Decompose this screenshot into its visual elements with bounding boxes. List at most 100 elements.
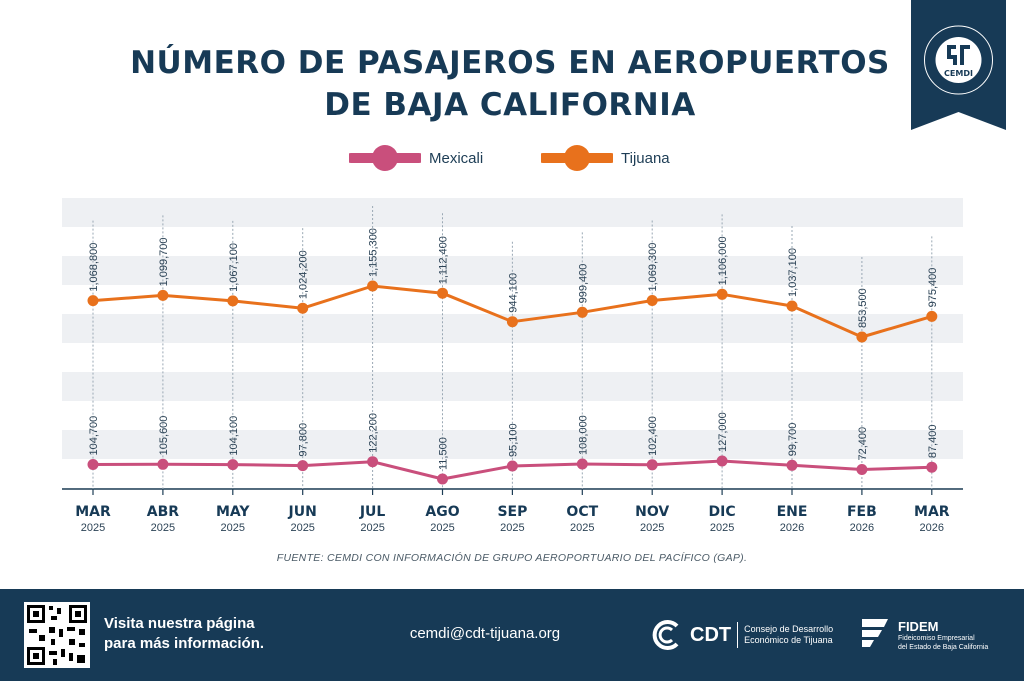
cdt-desc-line-1: Consejo de Desarrollo (744, 624, 834, 634)
data-point-tijuana (856, 331, 868, 343)
legend-swatch-mexicali (349, 145, 421, 171)
legend-item-mexicali: Mexicali (349, 143, 483, 173)
data-label-tijuana: 1,099,700 (158, 237, 170, 286)
fidem-desc-line-2: del Estado de Baja California (898, 643, 989, 651)
data-label-tijuana: 1,068,800 (88, 243, 100, 292)
x-tick-label-year: 2025 (151, 522, 175, 534)
data-point-mexicali (157, 458, 169, 470)
line-chart: 104,700 105,600 104,100 97,800 122,200 11,500… (62, 198, 963, 534)
x-tick-label-year: 2026 (850, 522, 874, 534)
fidem-logo-text: FIDEM Fideicomiso Empresarial del Estado… (898, 619, 1018, 652)
x-tick-label-year: 2026 (780, 522, 804, 534)
data-label-tijuana: 999,400 (577, 264, 589, 304)
x-tick-label-year: 2025 (430, 522, 454, 534)
data-point-tijuana (157, 289, 169, 301)
contact-email-link[interactable]: cemdi@cdt-tijuana.org (409, 625, 561, 642)
fidem-desc-line-1: Fideicomiso Empresarial (898, 634, 975, 642)
legend-label-mexicali: Mexicali (429, 149, 484, 167)
cdt-divider (737, 622, 739, 648)
cdt-desc-line-2: Económico de Tijuana (744, 635, 833, 645)
x-tick-label-year: 2025 (221, 522, 245, 534)
x-tick-label-month: NOV (635, 504, 669, 520)
fidem-logo: FIDEM Fideicomiso Empresarial del Estado… (858, 615, 1018, 655)
data-point-mexicali (786, 459, 798, 471)
data-point-mexicali (437, 473, 448, 485)
data-label-tijuana: 1,037,100 (787, 248, 799, 297)
chart-title-line-2: DE BAJA CALIFORNIA (324, 87, 696, 123)
data-label-tijuana: 1,069,300 (647, 243, 659, 292)
x-tick-label-month: JUN (288, 504, 317, 520)
data-label-mexicali: 87,400 (927, 425, 939, 459)
data-point-tijuana (716, 288, 728, 300)
visit-line-2: para más información. (104, 635, 265, 652)
data-point-mexicali (716, 455, 728, 467)
legend-swatch-tijuana (541, 145, 613, 171)
cdt-logo: CDT Consejo de Desarrollo Económico de T… (650, 617, 849, 653)
visit-message: Visita nuestra página para más informaci… (104, 614, 334, 654)
data-label-mexicali: 108,000 (577, 415, 589, 455)
data-point-mexicali (87, 459, 99, 470)
x-tick-label-month: JUL (359, 504, 386, 520)
data-label-mexicali: 72,400 (857, 427, 869, 461)
cdt-logo-name: CDT (690, 623, 732, 646)
x-tick-label-month: ABR (147, 504, 180, 520)
x-tick-label-year: 2026 (920, 522, 944, 534)
qr-code-icon[interactable] (24, 602, 90, 668)
x-tick-label-month: FEB (847, 504, 877, 520)
x-tick-label-month: SEP (497, 504, 527, 520)
data-label-tijuana: 1,024,200 (298, 250, 310, 299)
data-point-tijuana (786, 300, 798, 312)
data-point-mexicali (227, 459, 239, 471)
data-point-mexicali (297, 460, 309, 472)
x-tick-label-year: 2025 (360, 522, 384, 534)
data-point-tijuana (646, 295, 658, 306)
data-label-tijuana: 853,500 (857, 288, 869, 328)
footer-bar: Visita nuestra página para más informaci… (0, 589, 1024, 681)
data-point-mexicali (646, 459, 658, 471)
data-label-mexicali: 127,000 (717, 412, 729, 452)
data-label-mexicali: 102,400 (647, 416, 659, 456)
x-tick-label-year: 2025 (640, 522, 664, 534)
cemdi-logo-ribbon: CEMDI (911, 0, 1006, 130)
data-point-tijuana (576, 306, 588, 318)
data-label-mexicali: 97,800 (298, 423, 310, 457)
data-point-tijuana (227, 295, 239, 307)
x-tick-label-month: DIC (709, 504, 736, 520)
data-label-tijuana: 1,112,400 (438, 236, 450, 284)
x-tick-label-month: AGO (425, 504, 459, 520)
x-tick-label-year: 2025 (81, 522, 105, 534)
data-label-tijuana: 1,067,100 (228, 243, 240, 292)
legend: Mexicali Tijuana (0, 143, 1024, 173)
grid-band (62, 198, 963, 227)
data-point-mexicali (576, 458, 588, 470)
source-note: FUENTE: CEMDI CON INFORMACIÓN DE GRUPO A… (276, 552, 748, 564)
x-tick-label-month: MAR (914, 504, 950, 520)
data-label-tijuana: 1,106,000 (717, 236, 729, 285)
data-label-mexicali: 99,700 (787, 423, 799, 457)
legend-item-tijuana: Tijuana (541, 143, 670, 173)
data-point-tijuana (926, 310, 938, 322)
legend-label-tijuana: Tijuana (621, 149, 670, 167)
data-point-mexicali (926, 461, 938, 473)
data-label-mexicali: 122,200 (368, 413, 380, 453)
data-label-mexicali: 95,100 (507, 423, 519, 457)
data-point-tijuana (87, 295, 99, 307)
x-tick-label-year: 2025 (290, 522, 314, 534)
data-point-tijuana (297, 302, 309, 314)
data-label-mexicali: 104,700 (88, 416, 100, 456)
x-tick-label-month: ENE (777, 504, 808, 520)
data-point-tijuana (367, 280, 379, 292)
x-tick-label-year: 2025 (570, 522, 594, 534)
data-label-mexicali: 104,100 (228, 416, 240, 456)
fidem-logo-name: FIDEM (898, 618, 939, 634)
data-label-tijuana: 1,155,300 (368, 228, 380, 277)
data-point-mexicali (856, 464, 868, 475)
data-point-mexicali (367, 456, 379, 468)
x-tick-label-year: 2025 (500, 522, 524, 534)
x-tick-label-month: MAR (75, 504, 111, 520)
data-label-tijuana: 944,100 (507, 273, 519, 313)
x-tick-label-month: OCT (566, 504, 598, 520)
data-point-tijuana (437, 287, 448, 299)
visit-line-1: Visita nuestra página (104, 615, 255, 632)
x-tick-label-month: MAY (216, 504, 250, 520)
